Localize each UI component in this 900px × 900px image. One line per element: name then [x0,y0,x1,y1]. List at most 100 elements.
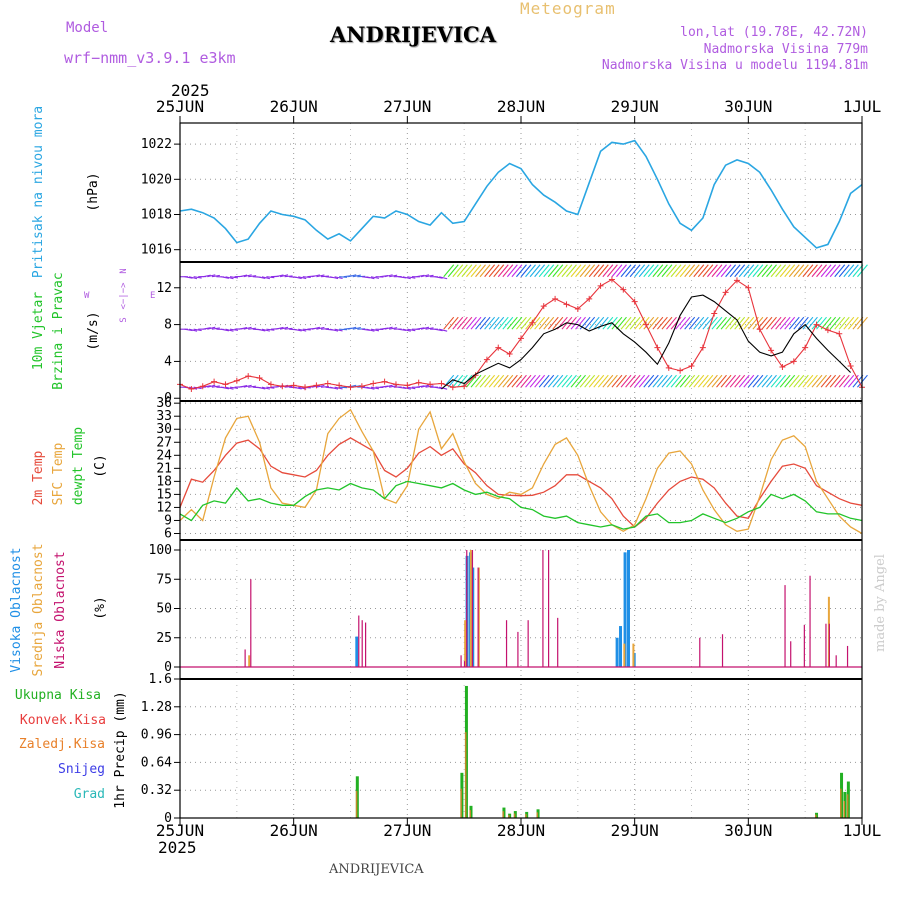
wind-barb [716,316,727,330]
wind-speed-marker [654,344,661,351]
wind-speed-marker [711,310,718,317]
wind-speed-marker [813,321,820,328]
wind-barb [729,316,741,330]
wind-barb [402,328,411,332]
precip-legend-2: Zaledj.Kisa [19,737,105,752]
wind-barb [188,276,198,280]
wind-barb [484,316,496,330]
precip-legend-3: Snijeg [58,762,105,777]
wind-barb [684,264,696,278]
wind-barb [629,264,641,278]
wind-barb [770,316,782,330]
wind-barb [702,264,714,278]
cloud-mid-bar [477,567,480,667]
wind-barb [779,316,791,330]
wind-barb [534,264,546,278]
wind-barb [425,385,434,388]
wind-barb [661,316,673,330]
wind-barb [611,264,623,278]
wind-barb [629,374,641,388]
wind-speed-marker [233,377,240,384]
wind-barb [766,264,777,278]
pressure-unit: (hPa) [86,172,101,211]
wind-barb [339,328,348,331]
wind-barb [497,316,509,330]
precip-unit: 1hr Precip (mm) [113,691,128,808]
wind-speed-marker [506,351,513,358]
x-tick-label-top: 29JUN [611,97,659,116]
wind-barb [788,316,800,330]
temp-tick-label: 21 [156,461,172,476]
cloud-mid-bar [248,655,251,667]
wind-barb [816,374,827,388]
wind-barb [184,276,193,279]
wind-barb [556,264,568,278]
wind-barb [729,374,741,388]
wind-speed-marker [199,383,206,390]
cloud-low-bar [542,550,544,667]
wind-barb [584,374,596,388]
x-tick-label-bottom: 27JUN [383,821,431,840]
wind-speed-marker [404,382,411,389]
wind-barb [506,264,518,278]
wind-barb [248,275,257,278]
wind-barb [452,264,464,278]
wind-barb [634,264,646,278]
wind-barb [284,275,293,278]
wind-barb [257,276,266,279]
wind-barb [570,374,582,388]
wind-barb [547,374,559,388]
wind-barb [843,316,855,330]
station-coords: lon,lat (19.78E, 42.72N) [680,25,868,40]
wind-barb [688,264,700,278]
x-tick-label-top: 30JUN [724,97,772,116]
wind-barb [479,374,491,388]
wind-barb [202,274,211,278]
temp-tick-label: 33 [156,409,172,424]
wind-barb [679,264,691,278]
precip-tick-label: 0.64 [141,755,172,770]
wind-speed-marker [620,286,627,293]
wind-barb [743,264,755,278]
plot-frame [179,122,863,819]
wind-barb [757,374,768,388]
wind-barb [793,264,805,278]
wind-barb [838,264,850,278]
wind-speed-marker [358,383,365,390]
wind-speed-marker [745,284,752,291]
wind-speed-marker [313,382,320,389]
wind-barb [579,374,591,388]
wind-barb [725,316,737,330]
wind-barb [552,316,564,330]
precip-strat-bar [525,814,527,818]
temp-tick-label: 9 [164,513,172,528]
wind-barb [734,264,746,278]
wind-barb [611,374,623,388]
wind-barb [502,264,514,278]
wind-barb [752,264,764,278]
wind-barb [425,274,434,278]
wind-barb [248,327,257,330]
wind-barb [329,328,339,332]
wind-speed-marker [563,301,570,308]
dewpt-line [179,480,863,530]
wind-barb [566,264,577,278]
wind-barb [334,328,343,332]
wind-barb [443,264,455,278]
pressure-tick-label: 1016 [141,243,172,258]
wind-speed-marker [495,344,502,351]
wind-barb [620,374,632,388]
wind-barb [788,264,800,278]
wind-barb [202,327,211,330]
wind-speed-marker [188,386,195,393]
wind-barb [420,384,430,388]
wind-barb [475,374,486,388]
wind-barb [829,316,841,330]
cloud-low-bar [548,550,550,667]
wind-barb [475,316,486,330]
wind-speed-marker [529,319,536,326]
wind-barb [688,374,700,388]
cloud-high-bar [626,550,630,667]
wind-barb [616,316,627,330]
wind-barb [502,374,514,388]
